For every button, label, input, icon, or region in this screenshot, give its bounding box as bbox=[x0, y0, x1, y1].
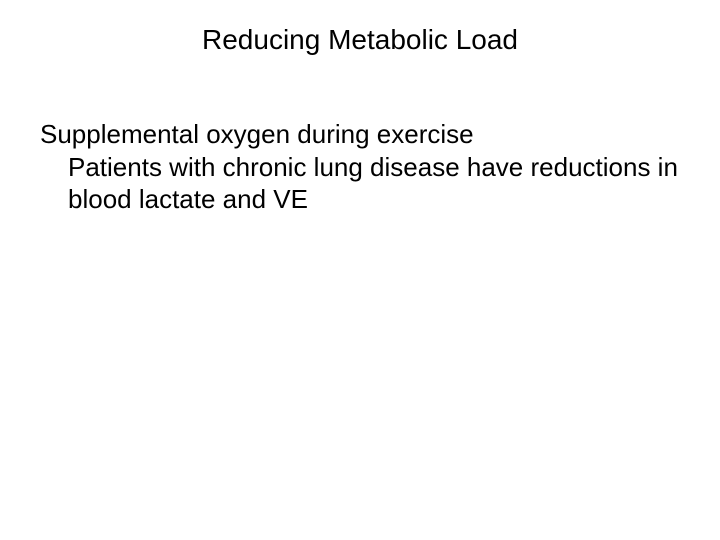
slide-title: Reducing Metabolic Load bbox=[0, 24, 720, 56]
body-line-1: Supplemental oxygen during exercise bbox=[40, 118, 680, 151]
body-line-2: Patients with chronic lung disease have … bbox=[40, 151, 680, 216]
slide-body: Supplemental oxygen during exercise Pati… bbox=[40, 118, 680, 216]
slide: Reducing Metabolic Load Supplemental oxy… bbox=[0, 0, 720, 540]
